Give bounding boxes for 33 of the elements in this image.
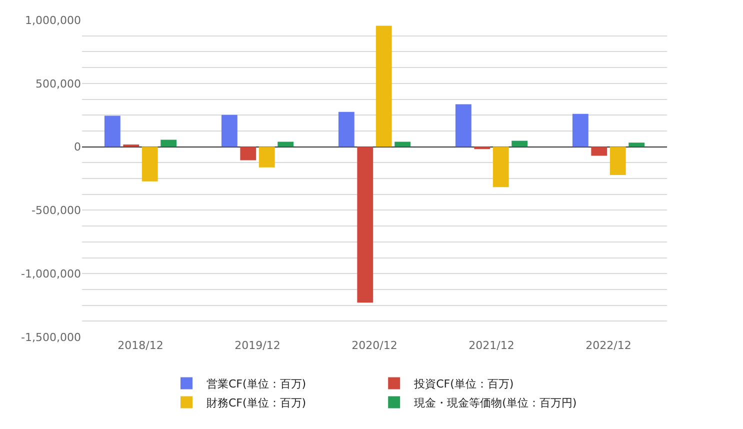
y-tick-label: -1,000,000: [21, 267, 81, 280]
bar: [572, 114, 588, 147]
x-tick-label: 2019/12: [234, 339, 280, 352]
bar: [160, 140, 177, 147]
bar: [455, 104, 472, 147]
bar: [376, 26, 392, 147]
bar: [492, 146, 509, 188]
bar: [628, 142, 645, 147]
bar: [142, 146, 158, 182]
y-tick-label: 500,000: [36, 77, 81, 90]
bar: [591, 146, 608, 156]
bar: [394, 142, 411, 147]
x-tick-label: 2022/12: [586, 339, 632, 352]
bar: [278, 142, 294, 147]
bar: [512, 140, 528, 147]
legend-label: 財務CF(単位：百万): [206, 396, 306, 410]
x-tick-label: 2018/12: [118, 339, 164, 352]
bar: [104, 116, 120, 147]
x-tick-label: 2020/12: [352, 339, 398, 352]
x-tick-label: 2021/12: [468, 339, 514, 352]
bar: [221, 114, 238, 147]
bar: [258, 146, 275, 168]
legend-label: 現金・現金等価物(単位：百万円): [414, 396, 577, 410]
bar: [357, 146, 374, 303]
legend-label: 投資CF(単位：百万): [413, 377, 514, 390]
y-tick-label: -500,000: [32, 204, 81, 218]
bar: [338, 112, 354, 147]
y-tick-label: 0: [74, 140, 81, 154]
bar: [610, 146, 626, 175]
y-tick-label: 1,000,000: [25, 14, 81, 27]
y-tick-label: -1,500,000: [21, 330, 81, 344]
bar: [240, 146, 256, 160]
legend-label: 営業CF(単位：百万): [206, 377, 306, 390]
